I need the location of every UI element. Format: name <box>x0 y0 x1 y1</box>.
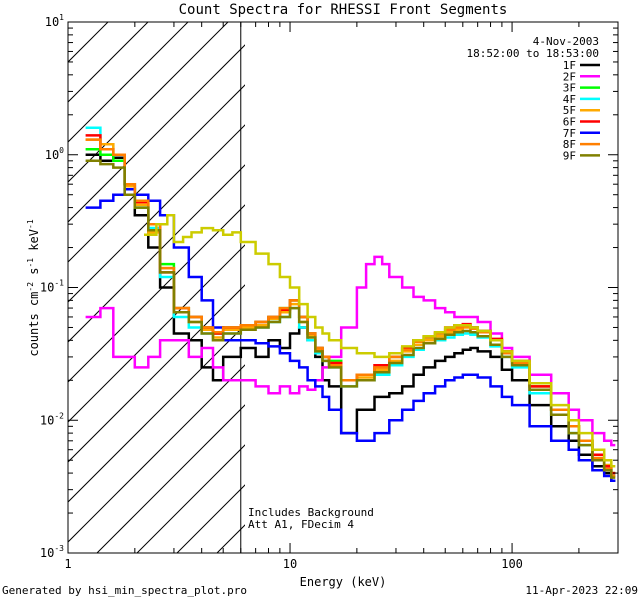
time-range-label: 18:52:00 to 18:53:00 <box>467 47 599 60</box>
series-line-4f <box>85 126 616 478</box>
legend-label: 5F <box>563 104 576 117</box>
series-line-5f <box>85 138 616 475</box>
hatch-line <box>68 84 245 263</box>
annotation-background: Includes Background <box>248 506 374 519</box>
legend-label: 2F <box>563 70 576 83</box>
footer-timestamp: 11-Apr-2023 22:09 <box>525 584 638 597</box>
hatch-line <box>96 404 245 553</box>
y-tick-label: 10-2 <box>40 411 64 427</box>
y-tick-label: 101 <box>45 13 64 29</box>
chart-title: Count Spectra for RHESSI Front Segments <box>179 2 508 18</box>
legend-label: 4F <box>563 93 576 106</box>
legend-label: 6F <box>563 116 576 129</box>
x-tick-label: 1 <box>64 557 71 571</box>
series-line-2f <box>85 255 616 447</box>
series-line-6f <box>85 134 616 475</box>
hatch-line <box>68 364 245 543</box>
series-line-3f <box>85 148 616 475</box>
footer-generated-by: Generated by hsi_min_spectra_plot.pro <box>2 584 248 597</box>
hatch-line <box>68 324 245 503</box>
hatch-line <box>68 22 189 143</box>
y-tick-label: 10-3 <box>40 544 64 560</box>
hatch-line <box>68 44 245 223</box>
legend-label: 1F <box>563 59 576 72</box>
legend-label: 7F <box>563 127 576 140</box>
hatch-line <box>68 164 245 343</box>
x-tick-label: 10 <box>283 557 297 571</box>
hatch-line <box>136 444 245 553</box>
y-tick-label: 100 <box>45 146 64 162</box>
hatch-line <box>68 22 229 183</box>
hatched-region <box>68 22 245 553</box>
legend-label: 8F <box>563 138 576 151</box>
legend-label: 9F <box>563 149 576 162</box>
legend-label: 3F <box>563 82 576 95</box>
hatch-line <box>216 524 245 553</box>
series-group <box>85 126 616 483</box>
series-line-7f <box>85 187 616 483</box>
series-line-8f <box>85 138 616 478</box>
y-tick-labels: 10-3 10-2 10-1 100 101 <box>40 13 64 560</box>
hatch-line <box>68 284 245 463</box>
series-line-extra <box>144 214 616 468</box>
axis-ticks <box>67 22 619 554</box>
y-tick-label: 10-1 <box>40 279 64 295</box>
plot-frame <box>67 21 619 554</box>
x-tick-labels: 1 10 100 <box>64 557 523 571</box>
hatch-line <box>68 124 245 303</box>
series-line-9f <box>85 159 616 479</box>
y-axis-label: counts cm-2 s-1 keV-1 <box>26 219 41 356</box>
x-tick-label: 100 <box>501 557 523 571</box>
x-axis-label: Energy (keV) <box>300 575 387 589</box>
date-label: 4-Nov-2003 <box>533 35 599 48</box>
annotation-attenuator: Att A1, FDecim 4 <box>248 518 354 531</box>
